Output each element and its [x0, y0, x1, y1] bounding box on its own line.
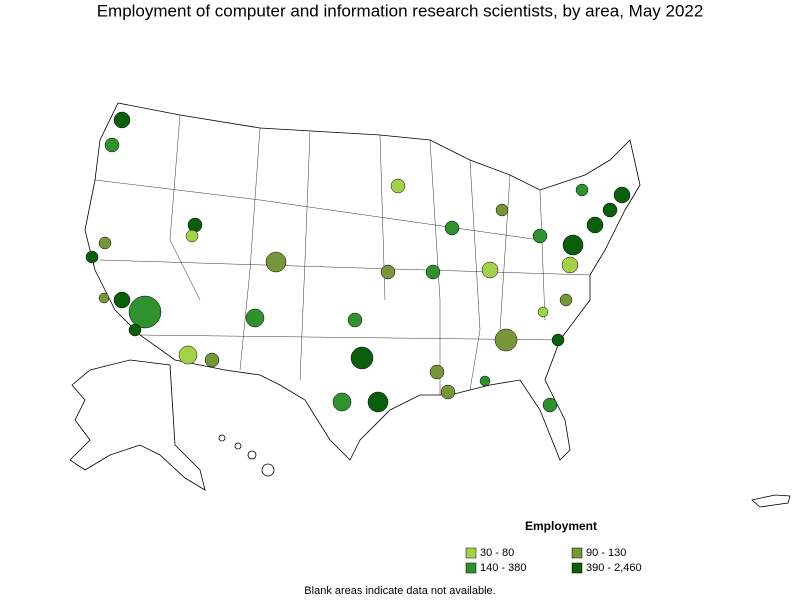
area — [98, 236, 112, 250]
area — [113, 111, 131, 129]
areas — [85, 111, 631, 413]
area — [561, 256, 579, 274]
area — [575, 183, 589, 197]
legend-swatch — [465, 562, 477, 574]
alaska — [69, 359, 206, 491]
area — [440, 384, 456, 400]
area — [390, 178, 406, 194]
legend-swatch — [571, 547, 583, 559]
contiguous-us — [84, 102, 641, 461]
legend-swatch — [571, 562, 583, 574]
area — [245, 308, 265, 328]
area — [532, 228, 548, 244]
area — [559, 293, 573, 307]
area — [347, 312, 363, 328]
area — [481, 261, 499, 279]
area — [98, 292, 110, 304]
legend-label: 140 - 380 — [480, 562, 526, 574]
area — [178, 345, 198, 365]
area — [602, 202, 618, 218]
puerto-rico — [751, 494, 791, 508]
area — [425, 264, 441, 280]
legend-swatch — [465, 547, 477, 559]
area — [551, 333, 565, 347]
area — [613, 186, 631, 204]
area — [542, 397, 558, 413]
area — [444, 220, 460, 236]
hawaii — [218, 434, 275, 477]
title: Employment of computer and information r… — [97, 1, 704, 20]
area — [479, 375, 491, 387]
area — [85, 250, 99, 264]
map — [69, 102, 791, 508]
area — [113, 291, 131, 309]
area — [562, 234, 584, 256]
area — [494, 328, 518, 352]
note: Blank areas indicate data not available. — [304, 585, 495, 597]
area — [367, 391, 389, 413]
legend-title: Employment — [525, 519, 597, 533]
legend: Employment 30 - 80 90 - 130 140 - 380 390 -… — [465, 519, 642, 574]
area — [332, 392, 352, 412]
area — [586, 216, 604, 234]
area — [128, 323, 142, 337]
area — [495, 203, 509, 217]
legend-label: 30 - 80 — [480, 547, 514, 559]
area — [537, 306, 549, 318]
area — [265, 251, 287, 273]
legend-label: 390 - 2,460 — [586, 562, 642, 574]
area — [204, 352, 220, 368]
area — [187, 217, 203, 233]
area — [350, 346, 374, 370]
area — [128, 295, 162, 329]
area — [104, 137, 120, 153]
legend-label: 90 - 130 — [586, 547, 626, 559]
area — [380, 264, 396, 280]
area — [185, 229, 199, 243]
state-borders — [94, 114, 591, 395]
area — [429, 364, 445, 380]
